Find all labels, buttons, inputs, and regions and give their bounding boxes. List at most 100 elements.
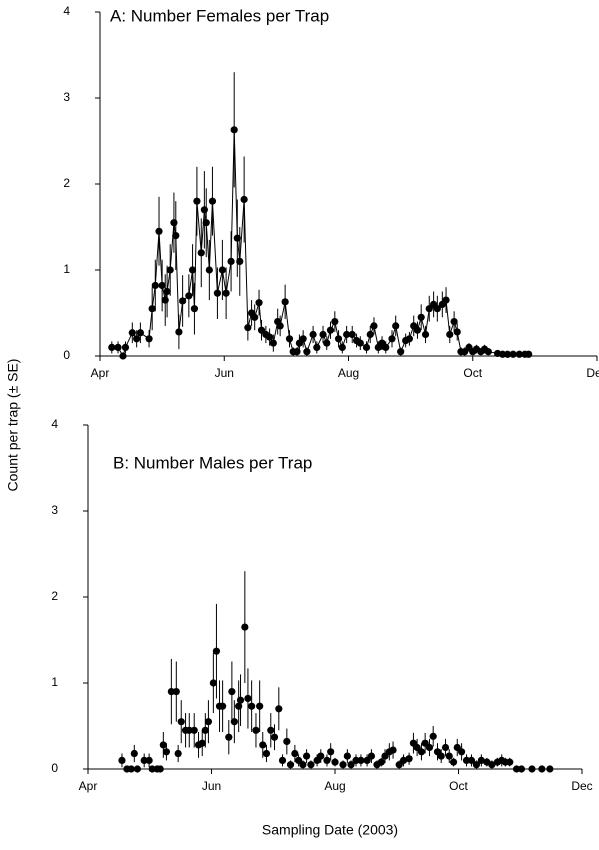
data-point (190, 305, 199, 313)
data-point (347, 761, 355, 769)
data-point (244, 694, 252, 703)
data-point (278, 756, 287, 765)
data-point (255, 299, 263, 307)
data-point (299, 761, 307, 769)
data-point (276, 322, 284, 330)
data-point (175, 328, 183, 336)
y-tick-label: 4 (63, 4, 70, 18)
data-point (252, 726, 260, 734)
data-point (462, 756, 471, 765)
y-axis-label: Count per trap (± SE) (5, 359, 21, 492)
data-point (281, 298, 289, 306)
data-point (275, 705, 283, 713)
data-point (136, 329, 144, 337)
data-point (158, 281, 166, 290)
data-point (303, 348, 311, 356)
data-point (488, 761, 496, 769)
data-point (285, 335, 294, 343)
data-point (413, 326, 422, 334)
data-point (241, 623, 249, 631)
panel-title: B: Number Males per Trap (113, 453, 312, 472)
data-point (338, 343, 346, 351)
data-point (179, 297, 187, 305)
y-tick-label: 1 (51, 675, 58, 689)
data-point (159, 741, 167, 749)
x-tick-label: Apr (91, 366, 110, 380)
data-point (546, 765, 554, 773)
data-point (525, 350, 533, 358)
data-point (170, 219, 178, 227)
data-point (256, 702, 264, 710)
data-point (291, 749, 299, 758)
data-point (262, 749, 271, 758)
panel: B: Number Males per Trap 0 1 2 3 4 Apr Jun Aug Oc… (51, 417, 592, 793)
y-tick-label: 2 (51, 589, 58, 603)
data-point (208, 197, 217, 205)
data-point (227, 257, 235, 265)
data-point (200, 206, 208, 214)
data-point (399, 756, 408, 765)
y-tick-label: 2 (63, 176, 70, 190)
data-point (219, 702, 227, 710)
data-point (449, 758, 458, 766)
data-point (382, 343, 390, 351)
data-point (201, 726, 209, 734)
data-point (331, 758, 339, 766)
data-point (417, 313, 425, 321)
data-point (477, 756, 485, 765)
data-point (352, 756, 360, 765)
data-point (204, 718, 213, 726)
data-point (503, 350, 512, 358)
data-point (161, 296, 169, 304)
data-point (188, 266, 197, 274)
data-point (174, 749, 182, 758)
data-point (343, 752, 351, 760)
data-point (417, 748, 426, 756)
data-point (302, 752, 311, 760)
data-point (512, 765, 521, 773)
data-point (162, 748, 171, 756)
data-point (230, 126, 238, 134)
data-point (228, 688, 236, 696)
y-tick-label: 3 (63, 90, 70, 104)
data-point (425, 743, 434, 752)
data-point (185, 292, 193, 300)
data-point (267, 726, 275, 734)
data-point (405, 335, 413, 343)
data-point (343, 330, 351, 339)
data-point (517, 765, 526, 773)
data-point (348, 330, 356, 339)
data-point (283, 737, 291, 746)
data-point (327, 748, 335, 756)
data-point (397, 348, 405, 356)
data-point (190, 726, 198, 734)
data-point (130, 749, 138, 758)
data-point (357, 756, 365, 765)
data-point (467, 756, 476, 765)
data-point (389, 746, 397, 754)
x-tick-label: Aug (338, 366, 359, 380)
data-point (155, 227, 163, 235)
data-point (230, 718, 238, 726)
data-point (128, 329, 136, 337)
y-tick-label: 0 (51, 761, 58, 775)
data-point (205, 266, 213, 274)
data-point (225, 733, 233, 741)
data-point (218, 266, 226, 274)
data-point (212, 647, 221, 655)
data-point (127, 765, 135, 773)
data-point (198, 739, 206, 747)
y-tick-label: 1 (63, 262, 70, 276)
data-point (437, 752, 445, 760)
data-point (377, 758, 385, 766)
x-tick-label: Apr (79, 779, 98, 793)
data-point (388, 335, 396, 343)
data-point (326, 326, 335, 334)
data-point (313, 343, 321, 351)
data-point (441, 743, 450, 752)
data-point (445, 752, 453, 760)
data-point (269, 339, 277, 347)
data-point (108, 343, 116, 351)
